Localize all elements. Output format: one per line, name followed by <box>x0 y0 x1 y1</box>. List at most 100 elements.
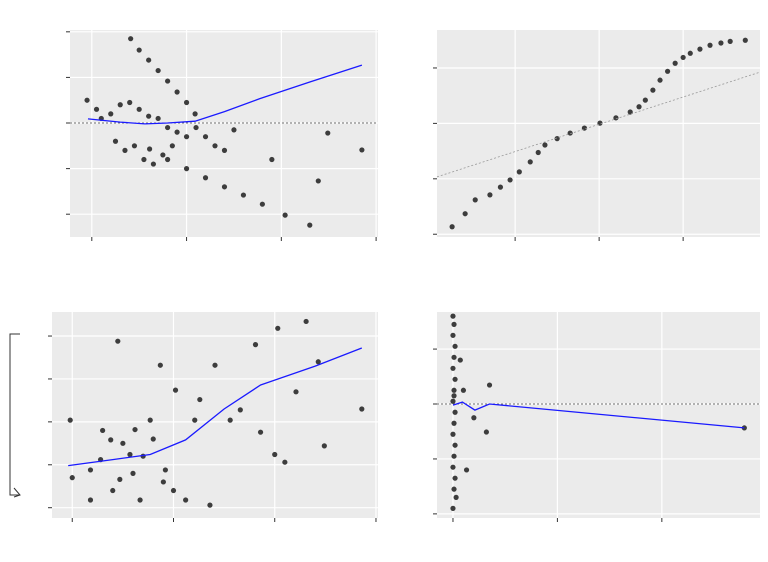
point <box>108 437 114 443</box>
point <box>259 201 265 207</box>
point <box>252 342 259 348</box>
point <box>132 426 138 433</box>
point <box>741 425 747 431</box>
point <box>718 40 724 46</box>
point <box>457 357 463 363</box>
point <box>108 111 114 117</box>
point <box>307 222 313 228</box>
point <box>160 479 166 485</box>
point <box>221 184 228 190</box>
point <box>472 197 478 203</box>
point <box>657 77 663 83</box>
point <box>450 398 456 404</box>
point <box>450 431 456 437</box>
point <box>452 409 458 415</box>
point <box>155 115 161 122</box>
point <box>169 143 175 149</box>
point <box>117 102 123 108</box>
point <box>115 338 121 344</box>
point <box>642 97 648 103</box>
point <box>87 497 94 503</box>
point <box>117 476 123 482</box>
point <box>183 166 190 172</box>
point <box>172 387 179 393</box>
panel-background <box>437 30 760 237</box>
point <box>742 37 748 43</box>
point <box>183 497 189 503</box>
point <box>110 487 116 494</box>
panel-background <box>70 30 378 237</box>
point <box>535 149 541 156</box>
point <box>516 169 522 175</box>
point <box>69 475 75 481</box>
point <box>483 429 489 435</box>
point <box>162 467 168 473</box>
point <box>451 393 457 399</box>
point <box>165 78 171 84</box>
point <box>613 115 619 121</box>
point <box>155 67 161 74</box>
point <box>507 177 513 183</box>
point <box>497 184 504 190</box>
point <box>192 111 198 117</box>
point <box>87 467 94 473</box>
point <box>450 505 456 511</box>
point <box>130 470 136 476</box>
point <box>131 143 138 149</box>
fit-line <box>87 64 363 125</box>
point <box>650 87 656 93</box>
point <box>212 143 218 149</box>
point <box>452 376 458 382</box>
point <box>321 443 327 449</box>
point <box>183 134 190 140</box>
point <box>450 313 456 319</box>
point <box>554 136 560 142</box>
point <box>451 486 457 492</box>
point <box>487 192 493 198</box>
panel-background <box>437 312 760 518</box>
fit-line <box>452 401 745 429</box>
point <box>147 417 153 423</box>
point <box>165 156 171 163</box>
point <box>707 42 713 48</box>
point <box>141 156 147 163</box>
point <box>202 175 209 181</box>
point <box>136 47 142 53</box>
point <box>687 50 693 56</box>
point <box>183 99 190 106</box>
point <box>67 417 73 423</box>
point <box>451 321 457 327</box>
point <box>471 415 477 421</box>
point <box>450 332 456 338</box>
point <box>127 451 133 458</box>
fit-line <box>436 71 761 178</box>
point <box>451 453 457 459</box>
point <box>452 475 458 481</box>
point <box>359 147 365 153</box>
point <box>463 467 470 473</box>
point <box>174 129 180 135</box>
point <box>146 113 152 119</box>
point <box>146 57 152 63</box>
point <box>192 417 198 423</box>
point <box>272 451 278 458</box>
point <box>359 406 365 412</box>
point <box>627 109 633 115</box>
point <box>636 104 642 110</box>
point <box>240 192 247 198</box>
point <box>100 427 106 434</box>
point <box>451 354 457 360</box>
point <box>325 130 331 136</box>
point <box>727 38 733 44</box>
point <box>542 142 548 148</box>
point <box>282 212 288 218</box>
point <box>527 159 533 165</box>
point <box>197 396 203 403</box>
point <box>84 97 90 103</box>
point <box>120 440 126 446</box>
point <box>165 124 171 131</box>
point <box>672 60 678 66</box>
point <box>450 464 456 470</box>
